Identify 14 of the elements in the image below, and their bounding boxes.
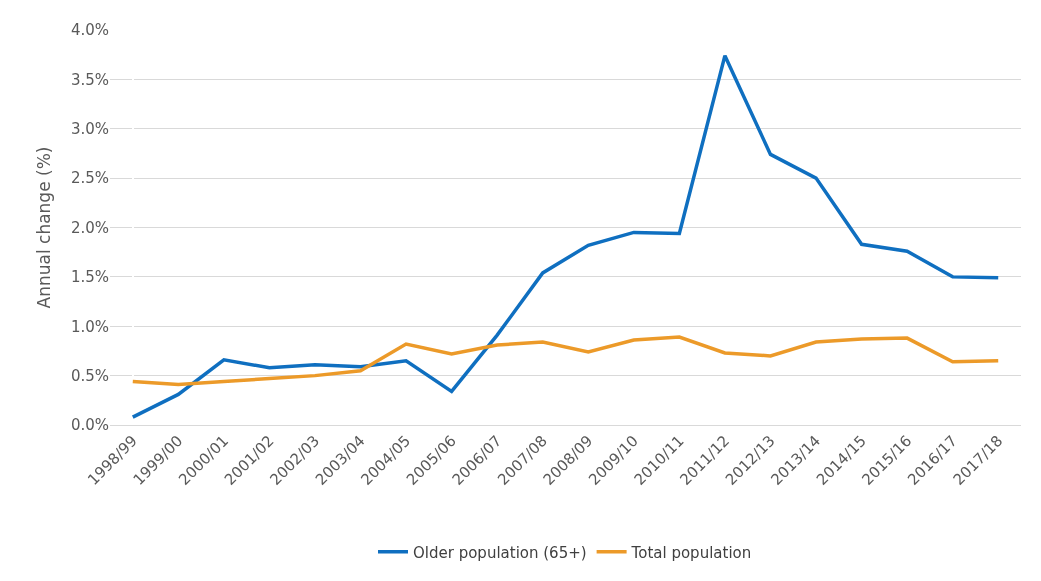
legend-label: Older population (65+) — [413, 543, 587, 562]
y-tick-label: 3.5% — [70, 70, 109, 89]
y-tick-label: 2.0% — [70, 218, 109, 237]
y-tick-label: 0.5% — [70, 366, 109, 385]
legend-label: Total population — [630, 543, 752, 562]
line-series — [131, 53, 1000, 419]
line-series — [131, 335, 1000, 387]
y-tick-label: 3.0% — [70, 120, 109, 138]
y-tick-label: 2.5% — [70, 169, 109, 188]
y-tick-label: 1.0% — [70, 317, 109, 336]
y-tick-label: 0.0% — [70, 416, 109, 435]
y-tick-label: 1.5% — [70, 268, 109, 287]
y-axis-title: Annual change (%) — [34, 146, 55, 309]
y-tick-label: 4.0% — [70, 21, 109, 40]
